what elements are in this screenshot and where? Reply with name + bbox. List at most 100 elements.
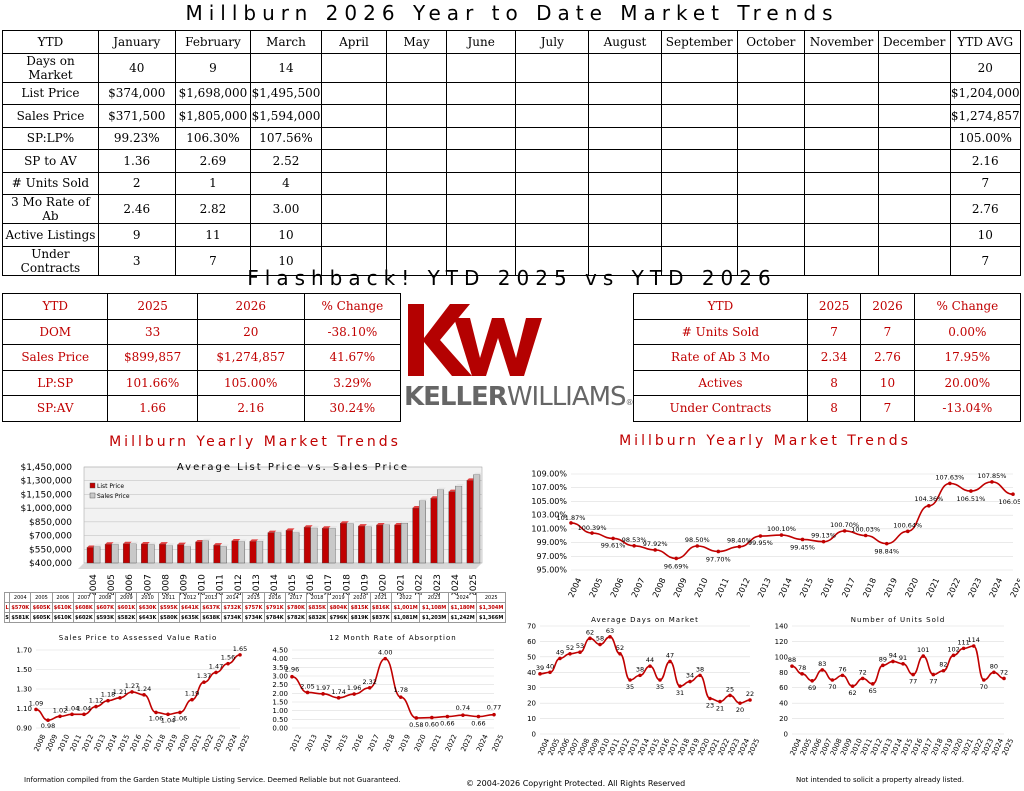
- data-label: 76: [838, 665, 846, 673]
- list-vs-sales-chart: $400,000 $550,000 $700,000 $850,000 $1,000,0…: [20, 462, 483, 595]
- chart-x-tick: 2009: [672, 577, 689, 599]
- chart-y-tick: 97.00%: [536, 552, 567, 561]
- data-point: [226, 661, 230, 666]
- bar-top-face: [184, 544, 193, 547]
- ytd-column-header: July: [515, 30, 590, 54]
- flashback-cell: 2.16: [196, 395, 305, 422]
- ytd-column-header: June: [445, 30, 517, 54]
- ytd-cell: [588, 52, 662, 83]
- data-label: 44: [646, 656, 654, 664]
- ytd-cell: [804, 104, 879, 128]
- chart-x-tick: 2014: [777, 577, 794, 599]
- bar-chart-x-tick: 2008: [161, 574, 171, 595]
- price-table-sales-value: $1,203M: [419, 612, 449, 623]
- chart-title: Sales Price to Assessed Value Ratio: [59, 634, 218, 642]
- data-label: 83: [818, 660, 826, 668]
- flashback-cell: Sales Price: [1, 344, 109, 371]
- chart-title: Average Days on Market: [591, 616, 699, 624]
- data-label: 0.98: [41, 722, 55, 730]
- data-point: [820, 668, 825, 672]
- ytd-cell: [515, 52, 590, 83]
- bar-top-face: [249, 539, 259, 542]
- ytd-cell: [660, 52, 738, 83]
- chart-y-tick: 40: [779, 700, 788, 708]
- ytd-row: SP:LP% 99.23% 106.30% 107.56% 105.00%: [2, 126, 1022, 150]
- bar-list-price: [122, 543, 130, 564]
- rate-absorption-chart: 12 Month Rate of Absorption0.000.501.001…: [272, 634, 505, 753]
- ytd-row: Days on Market 40 9 14 20: [2, 52, 1022, 83]
- ytd-cell: [320, 149, 388, 173]
- bar-top-face: [165, 543, 175, 546]
- ytd-cell: [660, 81, 738, 105]
- ytd-cell: [736, 81, 806, 105]
- flashback-row: Actives 8 10 20.00%: [633, 369, 1022, 396]
- ytd-cell: [660, 171, 738, 195]
- price-table-list-value: $608K: [72, 602, 96, 613]
- ytd-cell: $1,698,000: [174, 81, 252, 105]
- ytd-cell: [445, 245, 517, 276]
- chart-y-tick: 103.00%: [531, 511, 567, 520]
- bar-top-face: [147, 542, 157, 545]
- data-point: [492, 712, 496, 717]
- ytd-column-header: April: [320, 30, 388, 54]
- flashback-cell: $1,274,857: [196, 344, 305, 371]
- chart-x-tick: 2008: [651, 577, 668, 599]
- bar-chart-x-tick: 2023: [433, 574, 443, 595]
- data-label: 88: [788, 656, 796, 664]
- price-table-sales-value: $784K: [263, 612, 286, 623]
- ytd-cell: 3.00: [250, 194, 322, 224]
- data-point: [758, 534, 763, 538]
- legend-swatch: [89, 492, 96, 499]
- ytd-cell: [736, 223, 806, 247]
- bar-chart-x-tick: 2017: [324, 574, 334, 595]
- bar-top-face: [267, 530, 277, 533]
- bar-sales-price: [328, 527, 336, 564]
- chart-y-tick: 60: [527, 638, 536, 646]
- data-label: 72: [1000, 668, 1008, 676]
- bar-chart-y-tick: $850,000: [29, 518, 72, 528]
- ytd-cell: [320, 81, 388, 105]
- ytd-cell: [736, 126, 806, 150]
- data-point: [881, 663, 885, 668]
- chart-y-tick: 30: [527, 684, 536, 692]
- data-label: 65: [869, 687, 877, 695]
- ytd-cell: [515, 126, 590, 150]
- ytd-row: 3 Mo Rate of Ab 2.46 2.82 3.00 2.76: [2, 194, 1022, 224]
- price-table-year: 2024: [447, 592, 478, 603]
- flashback-cell: 41.67%: [303, 344, 402, 371]
- bar-sales-price: [238, 541, 246, 564]
- ytd-avg-cell: 105.00%: [949, 126, 1022, 150]
- price-table-sales-value: $610K: [51, 612, 74, 623]
- ytd-cell: [588, 171, 662, 195]
- ytd-cell: [660, 245, 738, 276]
- flashback-cell: 7: [860, 318, 915, 345]
- chart-title: 12 Month Rate of Absorption: [329, 634, 456, 642]
- ytd-avg-cell: 20: [949, 52, 1022, 83]
- chart-y-tick: 2.00: [272, 690, 288, 698]
- logo-word-williams: WILLIAMS: [506, 382, 627, 412]
- data-label: 99.13%: [811, 532, 836, 540]
- ytd-column-header: YTD: [2, 30, 99, 54]
- price-table-year: 2019: [327, 592, 350, 603]
- data-point: [178, 710, 182, 715]
- page-title: Millburn 2026 Year to Date Market Trends: [185, 1, 839, 25]
- data-label: 70: [980, 683, 988, 691]
- ytd-cell: 10: [250, 223, 322, 247]
- data-point: [678, 684, 682, 688]
- data-point: [46, 718, 50, 722]
- bar-top-face: [123, 541, 132, 544]
- ytd-avg-cell: 7: [949, 171, 1022, 195]
- flashback-row: Sales Price $899,857 $1,274,857 41.67%: [1, 344, 402, 371]
- ytd-cell: [445, 52, 517, 83]
- chart-x-tick: 2020: [903, 577, 920, 599]
- bar-chart-y-tick: $1,300,000: [20, 477, 72, 487]
- bar-chart-x-tick: 2006: [125, 574, 135, 595]
- price-table-sales-value: $734K: [242, 612, 265, 623]
- data-label: 1.04: [161, 716, 175, 724]
- data-point: [538, 672, 542, 676]
- bar-sales-price: [111, 544, 119, 564]
- price-table-list-value: $780K: [284, 602, 308, 613]
- data-point: [810, 678, 814, 683]
- chart-y-tick: 1.70: [16, 647, 32, 655]
- ytd-cell: [736, 52, 806, 83]
